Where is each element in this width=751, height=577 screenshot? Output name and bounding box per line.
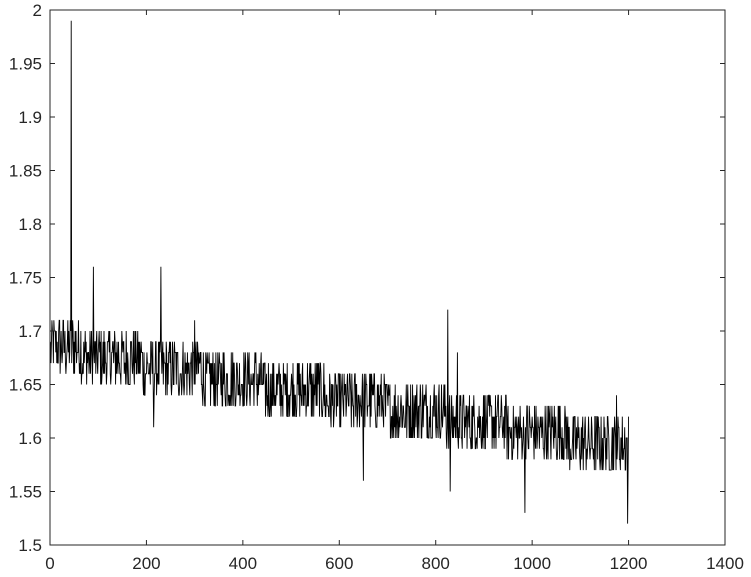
series-line	[50, 20, 630, 524]
x-tick-label: 600	[325, 554, 353, 573]
x-tick-label: 1400	[706, 554, 744, 573]
y-tick-label: 1.85	[9, 162, 42, 181]
y-tick-label: 1.9	[18, 108, 42, 127]
y-tick-label: 1.75	[9, 269, 42, 288]
y-tick-label: 1.6	[18, 429, 42, 448]
x-tick-label: 1000	[513, 554, 551, 573]
y-tick-label: 2	[33, 1, 42, 20]
y-tick-label: 1.8	[18, 215, 42, 234]
y-tick-label: 1.55	[9, 483, 42, 502]
y-tick-label: 1.5	[18, 536, 42, 555]
x-tick-label: 0	[45, 554, 54, 573]
x-tick-label: 1200	[610, 554, 648, 573]
y-tick-label: 1.65	[9, 376, 42, 395]
x-tick-label: 800	[422, 554, 450, 573]
x-tick-label: 400	[229, 554, 257, 573]
y-tick-label: 1.7	[18, 322, 42, 341]
y-tick-label: 1.95	[9, 55, 42, 74]
x-tick-label: 200	[132, 554, 160, 573]
